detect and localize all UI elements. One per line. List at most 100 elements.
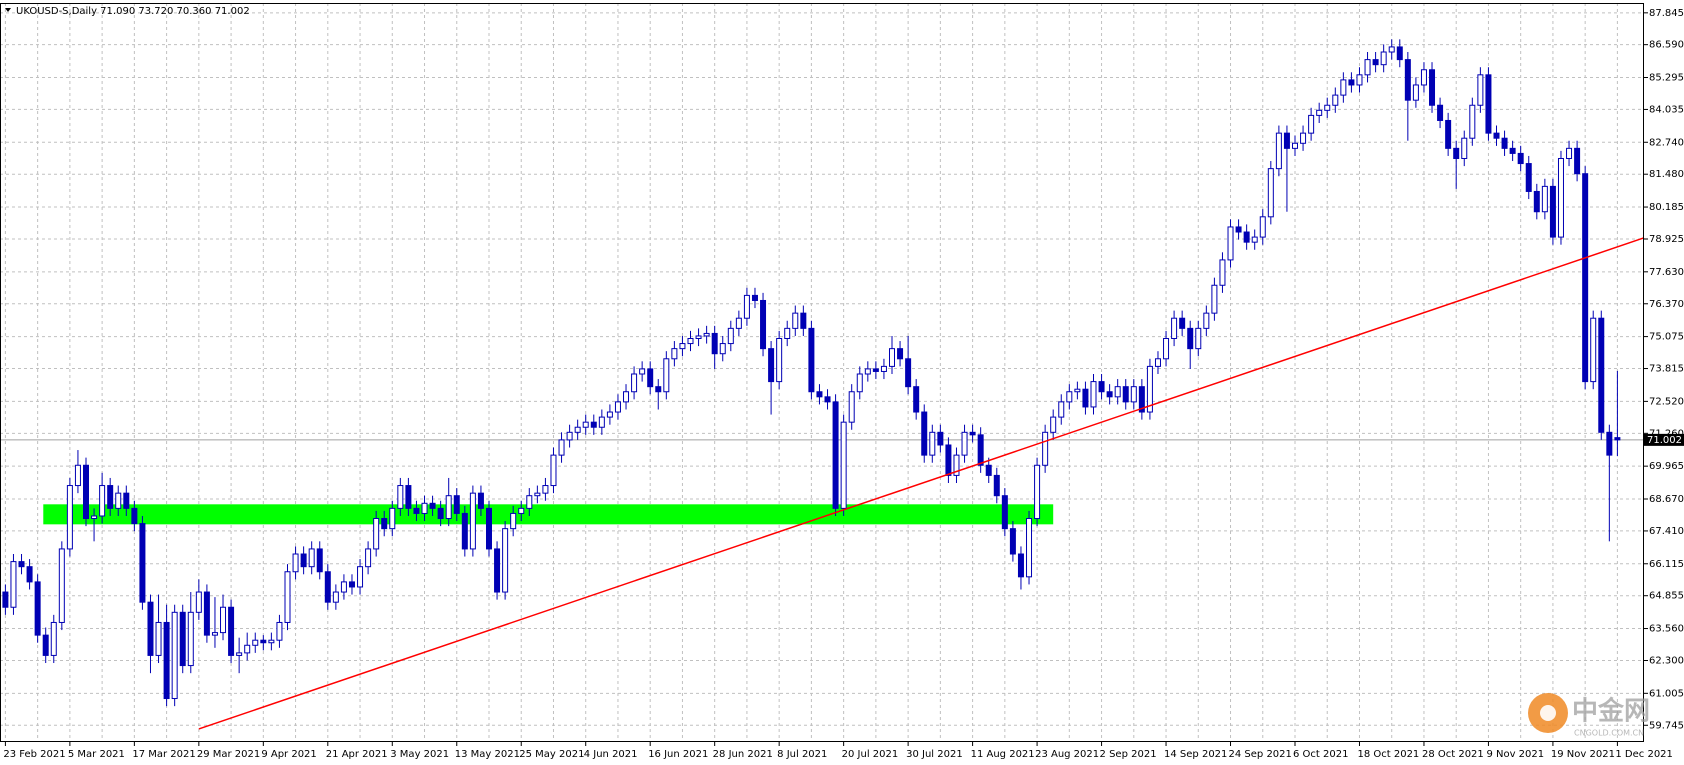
candle-body xyxy=(631,373,638,393)
candle-body xyxy=(1549,185,1556,238)
candle-body xyxy=(1082,388,1089,408)
candle-body xyxy=(1106,391,1113,398)
menu-icon xyxy=(5,8,11,12)
x-tick-label: 30 Jul 2021 xyxy=(906,749,963,760)
current-price-box xyxy=(1644,433,1684,446)
candle-body xyxy=(864,368,871,375)
candle-body xyxy=(1163,338,1170,360)
candle-body xyxy=(1598,317,1605,433)
candle-body xyxy=(1195,327,1202,350)
candle-body xyxy=(800,312,807,329)
candle-body xyxy=(107,485,114,509)
candle-body xyxy=(1098,381,1105,393)
candle-body xyxy=(1259,216,1266,238)
candle-body xyxy=(816,391,823,398)
y-tick-label: 85.295 xyxy=(1649,72,1684,83)
candle-body xyxy=(695,335,702,340)
candle-body xyxy=(389,507,396,530)
x-tick-label: 16 Jun 2021 xyxy=(648,749,708,760)
candle-body xyxy=(526,495,533,509)
candle-body xyxy=(945,444,952,476)
candle-body xyxy=(1050,416,1057,433)
candle-body xyxy=(1146,365,1153,413)
candle-body xyxy=(1566,147,1573,159)
x-tick-label: 19 Nov 2021 xyxy=(1551,749,1615,760)
x-tick-label: 28 Oct 2021 xyxy=(1422,749,1484,760)
x-tick-label: 25 May 2021 xyxy=(519,749,584,760)
candle-body xyxy=(1590,317,1597,383)
candle-body xyxy=(123,492,130,509)
candle-body xyxy=(437,507,444,520)
y-tick-label: 76.370 xyxy=(1649,299,1684,310)
x-tick-label: 2 Sep 2021 xyxy=(1100,749,1157,760)
candle-body xyxy=(1412,84,1419,101)
candle-body xyxy=(211,632,218,636)
candle-body xyxy=(171,611,178,700)
x-tick-label: 17 Mar 2021 xyxy=(132,749,195,760)
x-tick-label: 21 Apr 2021 xyxy=(326,749,388,760)
candle-body xyxy=(155,621,162,656)
candle-body xyxy=(1219,259,1226,286)
candle-body xyxy=(1034,464,1041,520)
candle-body xyxy=(99,485,106,517)
candle-body xyxy=(1485,74,1492,134)
x-tick-label: 11 Aug 2021 xyxy=(971,749,1035,760)
candle-body xyxy=(711,332,718,355)
candle-body xyxy=(1283,132,1290,149)
candle-body xyxy=(1211,284,1218,314)
candle-body xyxy=(316,548,323,573)
y-tick-label: 86.590 xyxy=(1649,40,1684,51)
candle-body xyxy=(10,561,17,608)
y-tick-label: 84.035 xyxy=(1649,104,1684,115)
candle-body xyxy=(405,485,412,509)
candle-body xyxy=(413,507,420,514)
candle-body xyxy=(1171,317,1178,340)
chart-title: UKOUSD-S,Daily 71.090 73.720 70.360 71.0… xyxy=(16,6,250,17)
candle-body xyxy=(582,421,589,428)
y-tick-label: 81.480 xyxy=(1649,169,1684,180)
candle-body xyxy=(1541,185,1548,213)
candle-body xyxy=(1606,431,1613,456)
candle-body xyxy=(131,507,138,525)
plot-frame xyxy=(0,3,1644,742)
candle-body xyxy=(848,391,855,423)
candle-body xyxy=(1130,386,1137,403)
candle-body xyxy=(679,343,686,350)
candle-body xyxy=(187,611,194,667)
watermark-subtext: CNGOLD.COM.CN xyxy=(1574,729,1644,738)
candle-body xyxy=(735,317,742,329)
candle-body xyxy=(993,474,1000,497)
candle-body xyxy=(373,518,380,550)
x-tick-label: 1 Dec 2021 xyxy=(1615,749,1673,760)
candle-body xyxy=(494,548,501,593)
candle-body xyxy=(655,386,662,393)
candle-body xyxy=(50,621,57,656)
candle-body xyxy=(1582,173,1589,383)
candle-body xyxy=(1009,528,1016,555)
candle-body xyxy=(1017,553,1024,578)
candle-body xyxy=(1058,401,1065,418)
candle-body xyxy=(606,411,613,418)
watermark-logo-inner xyxy=(1540,705,1556,721)
y-tick-label: 82.740 xyxy=(1649,137,1684,148)
candle-body xyxy=(784,327,791,340)
x-tick-label: 6 Oct 2021 xyxy=(1293,749,1348,760)
x-tick-label: 23 Aug 2021 xyxy=(1035,749,1099,760)
candle-body xyxy=(421,502,428,514)
y-tick-label: 61.005 xyxy=(1649,688,1684,699)
candle-body xyxy=(1614,437,1621,441)
candle-body xyxy=(147,601,154,656)
trend-line xyxy=(198,237,1645,730)
candle-body xyxy=(1292,142,1298,149)
y-tick-label: 80.185 xyxy=(1649,202,1684,213)
candle-body xyxy=(671,348,678,360)
candle-body xyxy=(1138,386,1145,413)
candle-body xyxy=(284,571,291,623)
candle-body xyxy=(566,431,573,441)
x-tick-label: 18 Oct 2021 xyxy=(1357,749,1419,760)
candle-body xyxy=(83,464,89,520)
candle-body xyxy=(397,485,404,509)
candle-body xyxy=(1557,157,1564,238)
candle-body xyxy=(776,338,783,383)
candle-body xyxy=(445,495,452,520)
